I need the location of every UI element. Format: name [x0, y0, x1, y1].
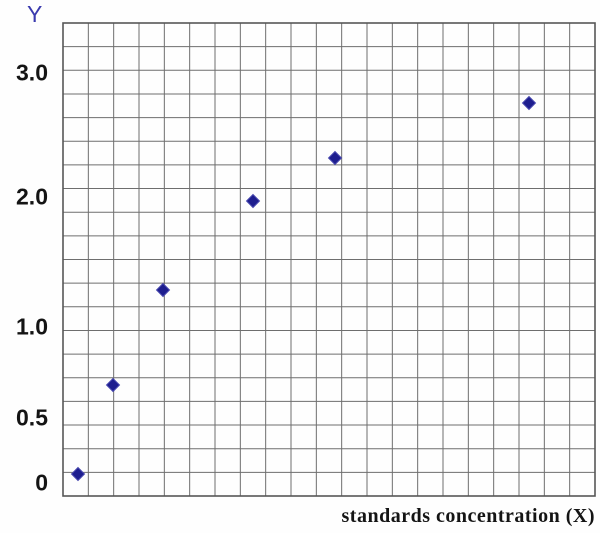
- data-point: [105, 377, 121, 393]
- y-tick-label: 3.0: [16, 59, 48, 86]
- data-point: [70, 466, 86, 482]
- x-axis-title: standards concentration (X): [341, 505, 595, 527]
- data-point: [155, 282, 171, 298]
- data-point: [521, 95, 537, 111]
- y-tick-label: 1.0: [16, 313, 48, 340]
- data-point: [245, 193, 261, 209]
- y-tick-label: 2.0: [16, 183, 48, 210]
- y-axis-title: Y: [27, 1, 44, 27]
- y-tick-label: 0: [35, 469, 48, 496]
- y-tick-label: 0.5: [16, 404, 48, 431]
- data-point: [327, 150, 343, 166]
